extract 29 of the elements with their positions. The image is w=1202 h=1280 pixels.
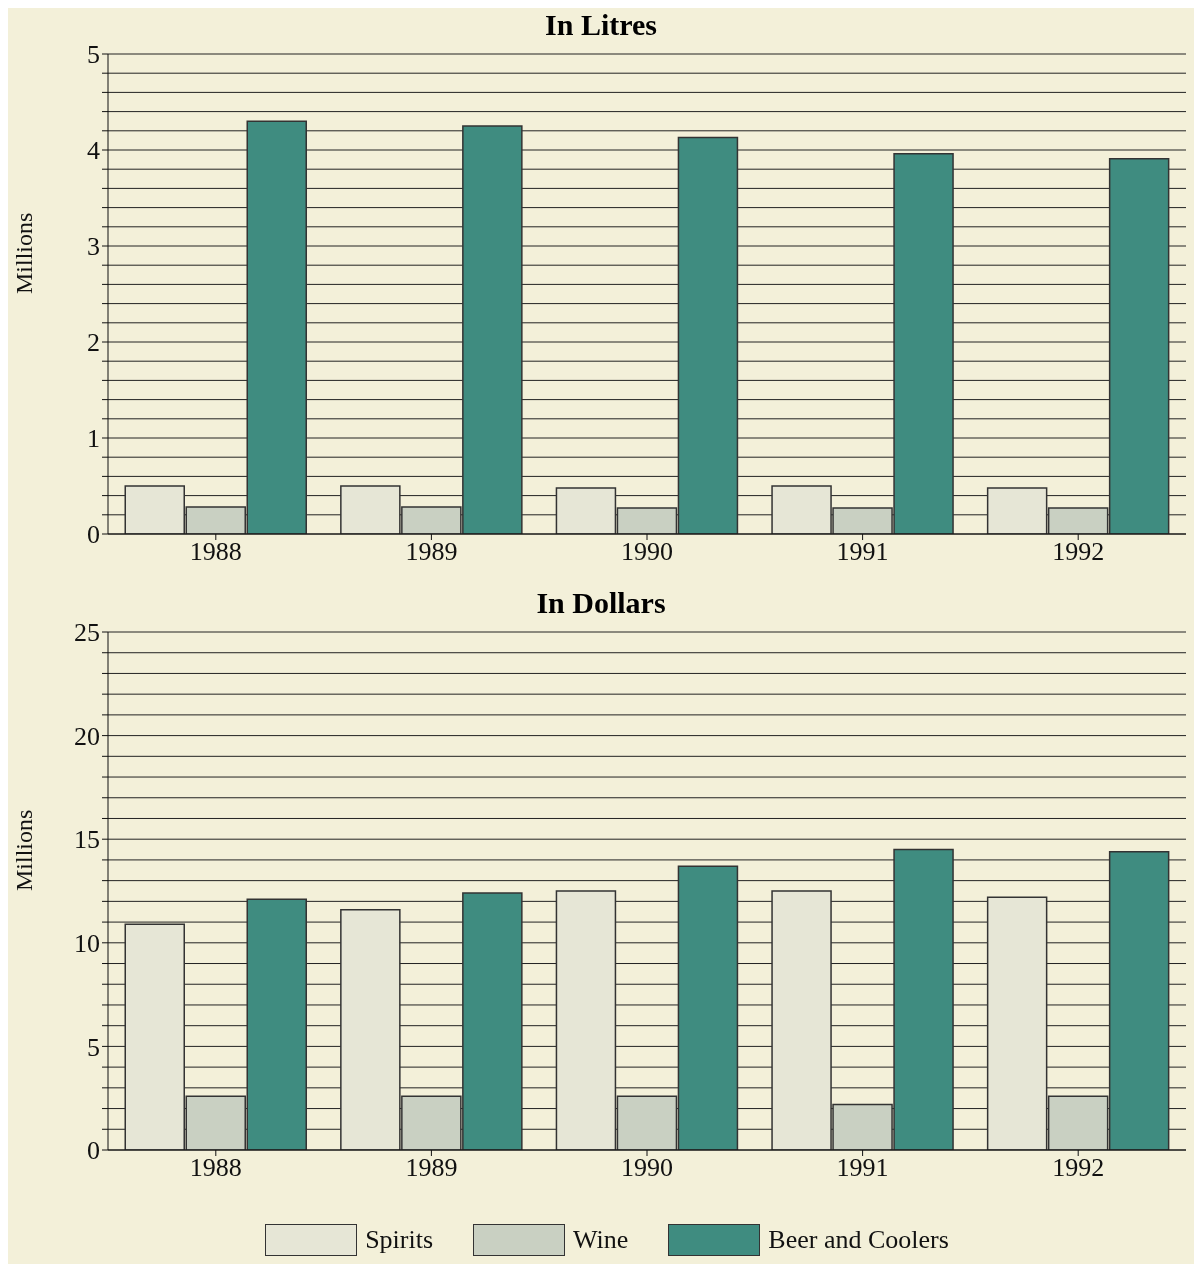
x-tick-label: 1990 <box>621 1153 673 1183</box>
y-tick-label: 0 <box>87 520 100 550</box>
x-tick-label: 1988 <box>189 1153 242 1183</box>
y-axis-title: Millions <box>10 212 37 294</box>
y-axis-title: Millions <box>10 809 37 891</box>
x-tick-label: 1988 <box>189 537 242 567</box>
chart-title: In Dollars <box>536 586 666 619</box>
x-tick-label: 1992 <box>1052 1153 1105 1183</box>
y-tick-label: 25 <box>74 618 100 648</box>
chart-title: In Litres <box>545 8 657 41</box>
y-tick-label: 20 <box>74 721 100 751</box>
y-tick-label: 10 <box>74 929 100 959</box>
x-tick-label: 1990 <box>621 537 673 567</box>
y-tick-label: 0 <box>87 1136 100 1166</box>
legend-label: Wine <box>573 1225 629 1255</box>
x-tick-label: 1989 <box>405 1153 458 1183</box>
x-tick-label: 1989 <box>405 537 458 567</box>
x-tick-label: 1991 <box>836 537 889 567</box>
x-tick-label: 1991 <box>836 1153 889 1183</box>
legend-label: Beer and Coolers <box>768 1225 949 1255</box>
legend-label: Spirits <box>365 1225 434 1255</box>
y-tick-label: 4 <box>87 136 100 166</box>
y-tick-label: 5 <box>87 1032 100 1062</box>
y-tick-label: 2 <box>87 328 100 358</box>
x-tick-label: 1992 <box>1052 537 1105 567</box>
y-tick-label: 1 <box>87 424 100 454</box>
y-tick-label: 15 <box>74 825 100 855</box>
y-tick-label: 5 <box>87 40 100 70</box>
y-tick-label: 3 <box>87 232 100 262</box>
